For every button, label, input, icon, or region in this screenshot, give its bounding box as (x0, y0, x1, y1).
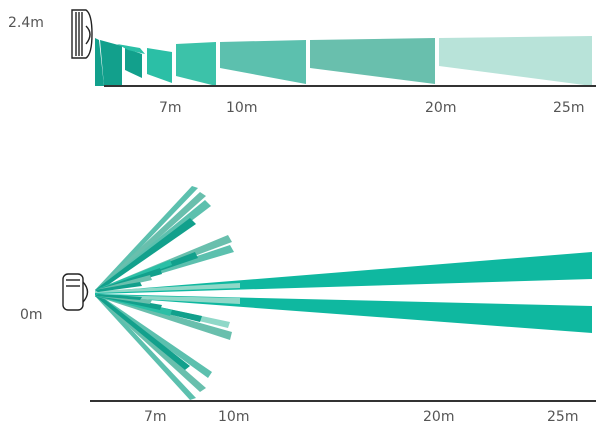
top-fan-lower (95, 294, 232, 400)
motion-sensor-top-icon (62, 273, 89, 311)
top-distance-7m: 7m (144, 409, 167, 425)
side-zone-9 (439, 36, 592, 86)
motion-sensor-side-icon (71, 9, 93, 59)
side-distance-20m: 20m (425, 100, 456, 116)
top-distance-25m: 25m (547, 409, 578, 425)
side-zone-6 (176, 42, 216, 86)
top-beam-long-lower (95, 294, 592, 333)
top-distance-10m: 10m (218, 409, 249, 425)
side-zone-1 (95, 38, 104, 86)
side-view: 2.4m 7m 10m 20m 25m (8, 9, 596, 116)
side-distance-10m: 10m (226, 100, 257, 116)
side-height-label: 2.4m (8, 15, 44, 31)
top-beam-gap-upper (95, 283, 240, 293)
side-distance-25m: 25m (553, 100, 584, 116)
side-distance-7m: 7m (159, 100, 182, 116)
side-zone-8 (310, 38, 435, 84)
top-beam-long-upper (95, 252, 592, 294)
top-distance-20m: 20m (423, 409, 454, 425)
top-height-label: 0m (20, 307, 43, 323)
top-fan-upper (95, 186, 234, 292)
side-zone-7 (220, 40, 306, 84)
side-zone-3 (125, 48, 142, 78)
side-zone-5 (147, 48, 172, 83)
side-zone-4 (117, 44, 145, 54)
side-zone-2 (100, 40, 122, 86)
top-view: 0m (20, 186, 596, 425)
